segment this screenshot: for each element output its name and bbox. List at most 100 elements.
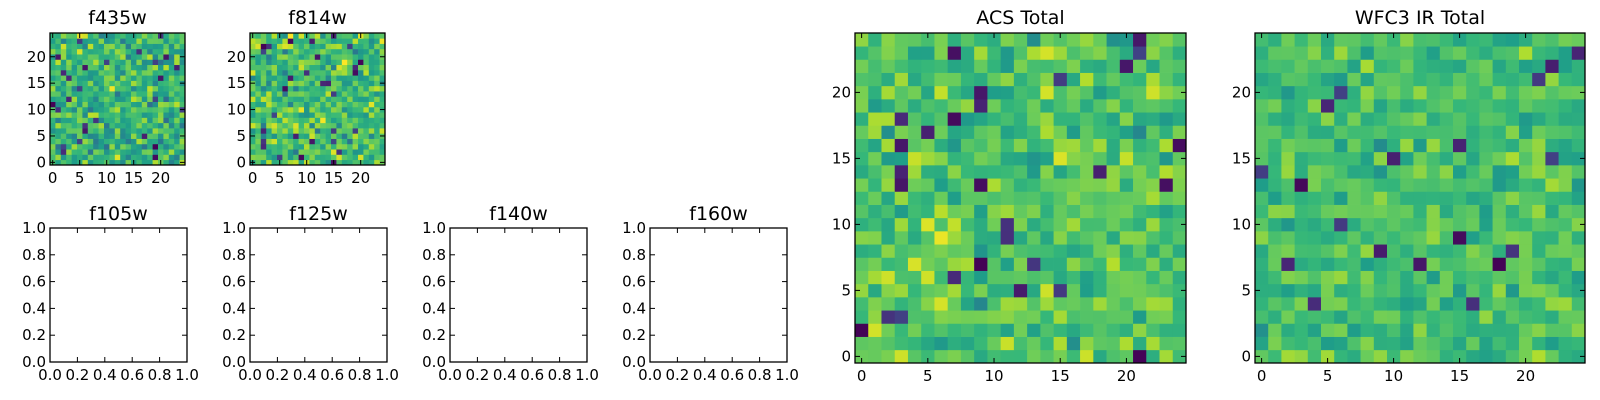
heatmap-cell [1453,244,1467,258]
heatmap-cell [894,283,909,298]
heatmap-cell [87,96,94,102]
heatmap-cell [1545,204,1559,219]
heatmap-cell [293,101,299,108]
heatmap-cell [1532,33,1546,47]
heatmap-cell [287,33,294,39]
heatmap-cell [1000,336,1015,351]
heatmap-cell [1413,112,1427,126]
y-tick-label: 0 [236,153,246,171]
heatmap-cell [1281,217,1295,232]
panel-title: f435w [88,7,147,29]
heatmap-cell [1133,204,1147,219]
heatmap-cell [1558,46,1573,60]
heatmap-cell [109,91,116,97]
heatmap-cell [1066,125,1081,139]
heatmap-cell [141,143,148,150]
heatmap-cell [50,143,56,150]
heatmap-cell [1281,244,1295,258]
heatmap-cell [1066,46,1081,60]
heatmap-cell [1360,257,1375,271]
heatmap-cell [1519,125,1533,139]
heatmap-cell [1172,46,1187,60]
heatmap-cell [309,149,316,155]
heatmap-cell [974,99,988,113]
heatmap-cell [136,122,143,129]
heatmap-cell [374,133,380,139]
heatmap-cell [174,54,180,60]
heatmap-cell [255,159,262,166]
heatmap-cell [77,149,83,155]
heatmap-cell [1268,310,1282,324]
heatmap-cell [125,138,132,145]
heatmap-cell [987,297,1001,311]
heatmap-cell [379,48,386,55]
heatmap-cell [109,38,116,44]
heatmap-cell [1505,85,1520,100]
y-tick-label: 0.0 [22,353,46,371]
heatmap-cell [60,38,67,44]
heatmap-cell [1159,112,1174,126]
heatmap-cell [374,101,380,108]
heatmap-cell [1281,85,1295,100]
heatmap-cell [1479,151,1493,166]
heatmap-cell [304,112,310,118]
heatmap-cell [1119,125,1134,139]
heatmap-cell [960,297,975,311]
heatmap-cell [336,133,343,139]
heatmap-cell [1027,125,1041,139]
heatmap-cell [1545,33,1559,47]
heatmap-cell [1373,72,1388,87]
heatmap-cell [320,143,326,150]
heatmap-cell [1146,178,1160,192]
heatmap-cell [331,43,337,50]
heatmap-cell [1119,59,1134,73]
heatmap-cell [921,33,935,47]
x-tick-label: 10 [1384,367,1403,385]
heatmap-cell [352,117,359,124]
heatmap-cell [868,257,882,271]
heatmap-cell [55,154,62,161]
heatmap-cell [1321,244,1335,258]
axes-frame [649,227,788,363]
heatmap-cell [1347,191,1361,205]
heatmap-cell [114,43,121,50]
heatmap-cell [1558,257,1573,271]
heatmap-cell [1066,59,1081,73]
heatmap-cell [1027,336,1041,351]
heatmap-cell [868,99,882,113]
heatmap-cell [1307,112,1322,126]
heatmap-cell [271,54,278,60]
heatmap-cell [66,38,72,44]
heatmap-cell [93,106,99,113]
heatmap-cell [250,122,256,129]
heatmap-cell [1053,165,1068,179]
heatmap-cell [125,59,132,66]
heatmap-cell [881,283,896,298]
heatmap-cell [1571,204,1586,219]
heatmap-cell [1040,46,1054,60]
heatmap-cell [1466,297,1480,311]
heatmap-cell [163,96,170,102]
heatmap-cell [1334,138,1348,153]
axes-frame [49,227,188,363]
heatmap-cell [363,96,370,102]
y-tick-label: 0.6 [422,273,446,291]
heatmap-cell [1479,257,1493,271]
heatmap-cell [374,38,380,44]
heatmap-cell [1466,33,1480,47]
heatmap-cell [1133,99,1147,113]
heatmap-cell [868,349,882,364]
heatmap-cell [87,59,94,66]
heatmap-cell [325,69,332,76]
heatmap-cell [255,154,262,161]
heatmap-cell [1000,151,1015,166]
heatmap-cell [298,154,305,161]
heatmap-cell [320,85,326,92]
heatmap-cell [98,112,105,118]
heatmap-cell [104,106,110,113]
heatmap-cell [158,38,164,44]
heatmap-cell [1268,178,1282,192]
heatmap-cell [271,96,278,102]
heatmap-cell [1532,336,1546,351]
heatmap-cell [158,54,164,60]
